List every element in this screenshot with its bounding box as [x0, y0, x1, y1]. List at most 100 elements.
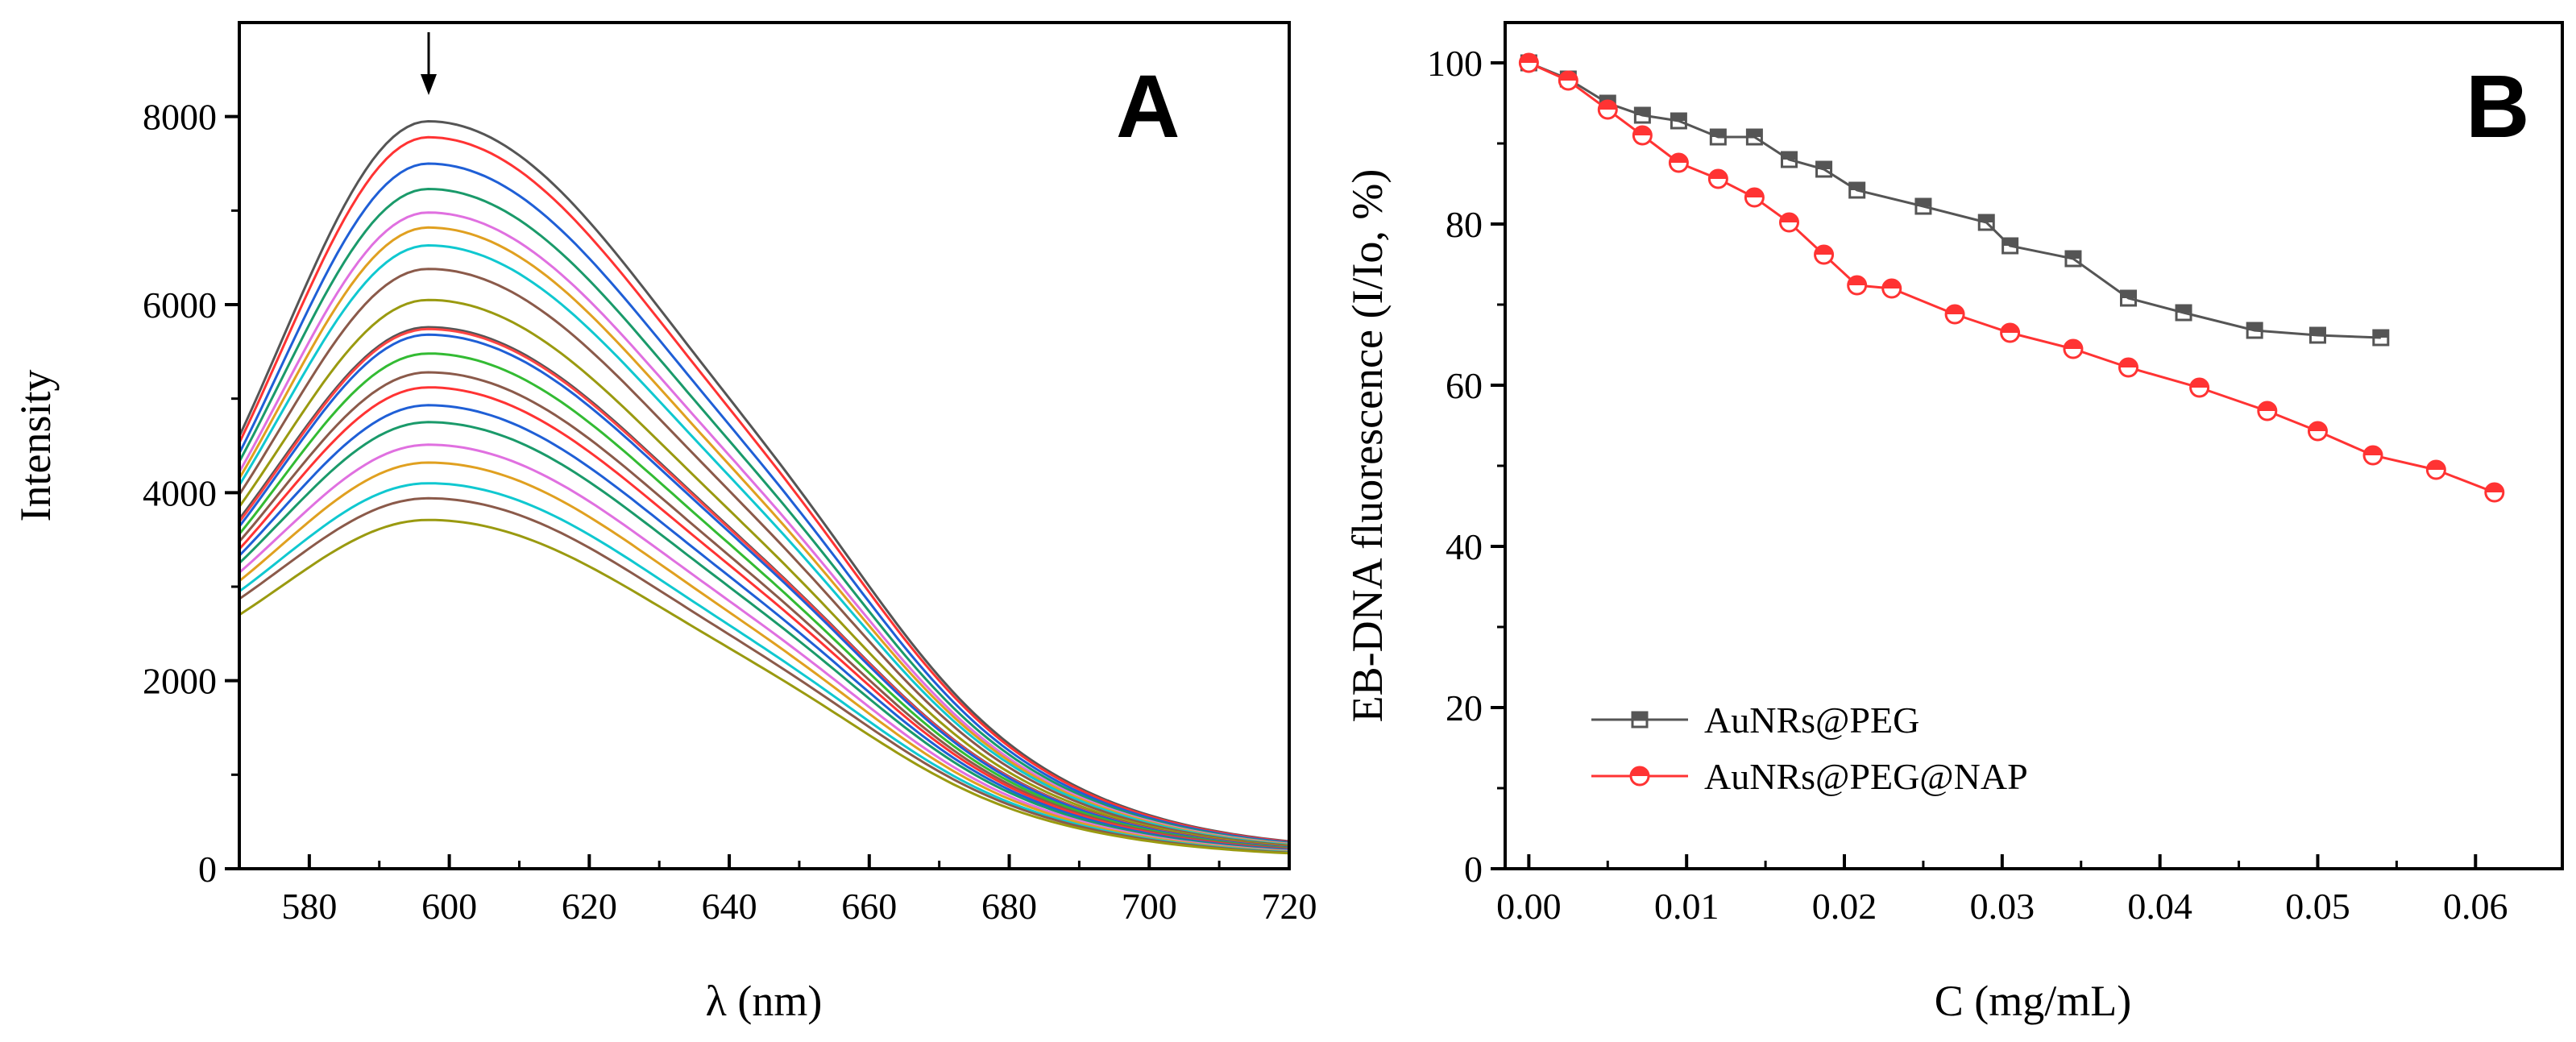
- panel-a-series-line: [239, 461, 1290, 853]
- panel-b-point-square: [1914, 197, 1932, 215]
- panel-b-point-square: [2372, 329, 2390, 347]
- panel-b-y-tick-label: 20: [1446, 687, 1483, 729]
- panel-b-y-tick-label: 40: [1446, 526, 1483, 567]
- panel-a-arrow-annotation: [421, 32, 437, 95]
- panel-b-y-tick-label: 80: [1446, 204, 1483, 245]
- panel-b-point-square: [2246, 322, 2263, 339]
- panel-b-point-square: [1815, 160, 1833, 178]
- panel-b: 0.00 0.01 0.02 0.03 0.04 0.05 0.06 0 20 40 60 80 100…: [1343, 21, 2564, 1025]
- panel-a-series-line: [238, 268, 1290, 847]
- panel-b-point-circle: [1707, 168, 1728, 189]
- panel-a-series-line: [238, 298, 1290, 848]
- panel-b-letter: B: [2466, 57, 2529, 156]
- panel-b-point-circle: [2362, 445, 2383, 466]
- panel-a-x-tick-label: 600: [421, 886, 477, 927]
- panel-a-x-tick-label: 640: [702, 886, 757, 927]
- panel-a-series-line: [238, 226, 1290, 846]
- panel-a-y-tick-label: 0: [198, 849, 217, 890]
- panel-b-x-tick-label: 0.01: [1654, 886, 1719, 927]
- panel-b-point-square: [2308, 326, 2326, 344]
- panel-a-ylabel: Intensity: [11, 370, 60, 522]
- panel-b-point-square: [1745, 128, 1763, 146]
- panel-b-x-tick-label: 0.04: [2127, 886, 2192, 927]
- panel-b-y-tick-label: 100: [1427, 43, 1483, 84]
- panel-a-x-tick-label: 580: [281, 886, 337, 927]
- panel-b-point-square: [1848, 181, 1866, 199]
- panel-a-series-line: [238, 119, 1290, 843]
- panel-a-series-line: [239, 518, 1290, 855]
- panel-a-series-line: [238, 386, 1290, 851]
- panel-a-series-line: [238, 162, 1290, 844]
- panel-a-y-tick-label: 8000: [143, 97, 217, 138]
- panel-b-x-tick-label: 0.02: [1812, 886, 1877, 927]
- panel-a-series-line: [238, 371, 1290, 850]
- panel-a-ticks: 580 600 620 640 660 680 700 720 0 2000 4000 6000 800…: [143, 97, 1317, 927]
- panel-a-series-line: [238, 135, 1290, 844]
- panel-b-point-square: [2064, 250, 2082, 268]
- panel-b-point-circle: [2063, 338, 2084, 359]
- panel-b-series: [1518, 52, 2505, 503]
- panel-a-series-line: [238, 404, 1290, 852]
- panel-a-x-tick-label: 620: [562, 886, 617, 927]
- panel-b-point-circle: [1558, 70, 1578, 91]
- panel-a-series-line: [239, 443, 1290, 853]
- panel-b-series-line: [1528, 61, 2381, 339]
- panel-b-point-circle: [1778, 212, 1799, 233]
- panel-a-x-tick-label: 680: [981, 886, 1037, 927]
- panel-a-series-line: [238, 243, 1290, 846]
- panel-a-curves: [238, 119, 1290, 855]
- panel-a-letter: A: [1116, 57, 1180, 156]
- panel-b-frame: [1504, 21, 2564, 870]
- panel-b-ylabel: EB-DNA fluorescence (I/Io, %): [1343, 169, 1392, 723]
- panel-b-x-tick-label: 0.05: [2285, 886, 2350, 927]
- panel-a-y-tick-label: 2000: [143, 661, 217, 702]
- panel-b-point-circle: [1668, 152, 1689, 173]
- panel-b-point-square: [1977, 214, 1995, 231]
- panel-b-point-square: [2119, 289, 2137, 307]
- panel-b-point-circle: [2484, 482, 2505, 503]
- panel-b-point-square: [2001, 237, 2019, 255]
- panel-a-y-tick-label: 4000: [143, 472, 217, 513]
- legend-marker-circle: [1629, 766, 1650, 787]
- panel-b-point-circle: [1744, 187, 1765, 208]
- panel-a-series-line: [238, 352, 1290, 849]
- panel-a-x-tick-label: 660: [841, 886, 897, 927]
- panel-a-xlabel: λ (nm): [706, 977, 823, 1025]
- panel-a-series-line: [238, 421, 1290, 852]
- legend-label: AuNRs@PEG@NAP: [1704, 756, 2028, 797]
- panel-b-x-tick-label: 0.06: [2443, 886, 2508, 927]
- panel-b-point-circle: [2189, 377, 2210, 398]
- panel-a-series-line: [238, 327, 1290, 849]
- panel-b-point-circle: [1847, 275, 1868, 296]
- panel-b-point-circle: [2425, 459, 2446, 480]
- panel-b-point-circle: [1814, 244, 1835, 265]
- panel-b-x-tick-label: 0.03: [1970, 886, 2035, 927]
- panel-a-x-tick-label: 700: [1122, 886, 1177, 927]
- panel-b-point-square: [1709, 128, 1727, 146]
- legend-label: AuNRs@PEG: [1704, 700, 1919, 741]
- panel-b-xlabel: C (mg/mL): [1935, 977, 2131, 1025]
- panel-b-point-circle: [1881, 278, 1902, 299]
- panel-a-series-line: [239, 482, 1290, 853]
- panel-b-point-circle: [1518, 52, 1539, 73]
- panel-b-x-tick-label: 0.00: [1496, 886, 1562, 927]
- panel-b-point-circle: [2118, 357, 2138, 378]
- panel-b-point-circle: [1597, 99, 1618, 120]
- panel-a: 580 600 620 640 660 680 700 720 0 2000 4000 6000 800…: [11, 21, 1317, 1025]
- panel-b-point-circle: [2000, 322, 2021, 343]
- panel-b-point-circle: [1632, 125, 1653, 146]
- panel-a-series-line: [238, 333, 1290, 849]
- panel-b-point-square: [2175, 304, 2192, 322]
- panel-a-x-tick-label: 720: [1262, 886, 1317, 927]
- panel-a-series-line: [239, 496, 1290, 854]
- panel-b-legend: AuNRs@PEG AuNRs@PEG@NAP: [1591, 700, 2028, 797]
- panel-a-frame: [238, 21, 1291, 870]
- panel-b-point-circle: [2257, 401, 2278, 421]
- legend-marker-square: [1631, 711, 1649, 729]
- panel-a-series-line: [238, 211, 1290, 845]
- panel-b-point-square: [1633, 106, 1651, 124]
- panel-a-y-tick-label: 6000: [143, 284, 217, 326]
- panel-a-series-line: [238, 187, 1290, 845]
- panel-b-y-tick-label: 60: [1446, 365, 1483, 406]
